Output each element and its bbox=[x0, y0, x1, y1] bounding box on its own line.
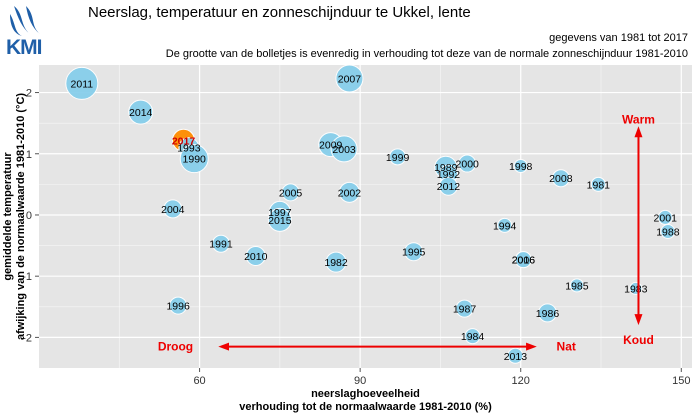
annotations: Warm Koud Droog Nat bbox=[158, 112, 655, 353]
y-axis-title-line1: gemiddelde temperatuur bbox=[2, 152, 14, 281]
point-label-2008: 2008 bbox=[549, 173, 573, 185]
arrow-head-down bbox=[634, 314, 643, 326]
point-label-2015: 2015 bbox=[268, 215, 292, 227]
point-label-2001: 2001 bbox=[654, 212, 678, 224]
bubble-2004 bbox=[163, 199, 183, 219]
point-label-2011: 2011 bbox=[71, 78, 94, 90]
point-label-2017: 2017 bbox=[172, 135, 196, 147]
x-axis-title-line2: verhouding tot de normaalwaarde 1981-201… bbox=[239, 401, 492, 413]
point-label-2012: 2012 bbox=[437, 181, 461, 193]
x-tick-label: 90 bbox=[354, 375, 366, 387]
y-tick-label: -2 bbox=[22, 332, 32, 344]
point-label-1982: 1982 bbox=[324, 257, 348, 269]
point-label-1998: 1998 bbox=[509, 161, 533, 173]
bubble-1991 bbox=[211, 234, 230, 253]
point-label-2009: 2009 bbox=[319, 140, 343, 152]
bubble-1981 bbox=[590, 176, 606, 192]
bubble-2008 bbox=[551, 169, 570, 188]
bubble-1994 bbox=[497, 217, 513, 233]
point-label-2003: 2003 bbox=[332, 144, 356, 156]
y-tick-label: 1 bbox=[26, 149, 32, 161]
point-label-2005: 2005 bbox=[279, 187, 303, 199]
bubble-2002 bbox=[338, 181, 360, 203]
chart-subtitle-period: gegevens van 1981 tot 2017 bbox=[549, 32, 688, 44]
bubble-2014 bbox=[128, 99, 154, 125]
grid-lines bbox=[39, 65, 692, 368]
point-label-1990: 1990 bbox=[183, 154, 207, 166]
bubble-2012 bbox=[438, 176, 458, 196]
bubble-1998 bbox=[513, 159, 528, 173]
point-label-1996: 1996 bbox=[166, 301, 190, 313]
bubble-1987 bbox=[455, 299, 474, 318]
point-label-1997: 1997 bbox=[268, 207, 292, 219]
bubble-2001 bbox=[657, 209, 673, 225]
bubble-2010 bbox=[245, 245, 266, 266]
annotation-warm: Warm bbox=[622, 112, 655, 126]
point-label-1994: 1994 bbox=[493, 220, 517, 232]
bubble-2015 bbox=[267, 207, 292, 232]
point-label-2004: 2004 bbox=[161, 204, 185, 216]
point-label-2002: 2002 bbox=[338, 187, 362, 199]
bubble-2011 bbox=[65, 66, 99, 100]
point-label-1985: 1985 bbox=[565, 280, 589, 292]
point-label-2007: 2007 bbox=[338, 73, 362, 85]
arrow-head-right bbox=[526, 342, 537, 351]
arrow-head-left bbox=[218, 342, 230, 351]
point-label-1986: 1986 bbox=[536, 308, 560, 320]
bubble-2005 bbox=[281, 183, 300, 202]
bubble-1985 bbox=[569, 278, 584, 293]
annotation-koud: Koud bbox=[623, 333, 654, 347]
bubble-2013 bbox=[507, 347, 524, 364]
bubble-1984 bbox=[464, 328, 481, 345]
point-label-1984: 1984 bbox=[461, 331, 485, 343]
bubble-2000 bbox=[458, 154, 477, 173]
point-label-1993: 1993 bbox=[177, 143, 201, 155]
y-tick-label: 2 bbox=[26, 88, 32, 100]
x-axis-title-line1: neerslaghoeveelheid bbox=[311, 388, 420, 400]
bubble-1999 bbox=[389, 148, 407, 166]
y-tick-label: -1 bbox=[22, 271, 32, 283]
bubble-2007 bbox=[335, 64, 364, 93]
bubble-1986 bbox=[537, 303, 557, 323]
arrow-head-up bbox=[634, 126, 643, 138]
point-label-2000: 2000 bbox=[456, 159, 480, 171]
point-label-1988: 1988 bbox=[656, 226, 680, 238]
point-label-2013: 2013 bbox=[504, 351, 528, 363]
y-tick-label: 0 bbox=[26, 210, 32, 222]
point-label-2006: 2006 bbox=[512, 255, 536, 267]
point-label-2016: 2016 bbox=[512, 255, 536, 267]
point-label-2014: 2014 bbox=[129, 107, 153, 119]
x-tick-label: 150 bbox=[672, 375, 690, 387]
point-label-1999: 1999 bbox=[386, 152, 410, 164]
point-label-1991: 1991 bbox=[209, 239, 233, 251]
y-axis-title-line2: afwijking van de normaalwaarde 1981-2010… bbox=[15, 93, 27, 340]
bubble-1990 bbox=[179, 144, 209, 174]
bubble-1996 bbox=[169, 296, 188, 315]
kmi-logo-icon bbox=[10, 6, 40, 36]
kmi-logo-text: KMI bbox=[6, 36, 42, 59]
chart-subtitle-bubble-note: De grootte van de bolletjes is evenredig… bbox=[165, 48, 688, 60]
axes: 60 90 120 150 -2 -1 0 1 2 neerslaghoeveelheidverh… bbox=[2, 88, 690, 413]
bubble-2003 bbox=[330, 135, 358, 163]
point-label-1981: 1981 bbox=[587, 179, 611, 191]
x-tick-label: 120 bbox=[512, 375, 530, 387]
bubble-1988 bbox=[660, 223, 676, 239]
point-label-1989: 1989 bbox=[434, 162, 458, 174]
point-label-1995: 1995 bbox=[402, 247, 426, 259]
bubble-1995 bbox=[404, 242, 424, 262]
annotation-nat: Nat bbox=[557, 340, 576, 354]
point-label-1983: 1983 bbox=[624, 283, 648, 295]
bubble-2016 bbox=[514, 251, 532, 269]
point-label-1987: 1987 bbox=[453, 304, 477, 316]
x-tick-label: 60 bbox=[193, 375, 205, 387]
chart-title: Neerslag, temperatuur en zonneschijnduur… bbox=[88, 4, 471, 21]
point-label-1992: 1992 bbox=[437, 169, 461, 181]
annotation-droog: Droog bbox=[158, 340, 193, 354]
point-label-2010: 2010 bbox=[244, 251, 268, 263]
bubble-1982 bbox=[325, 251, 347, 273]
